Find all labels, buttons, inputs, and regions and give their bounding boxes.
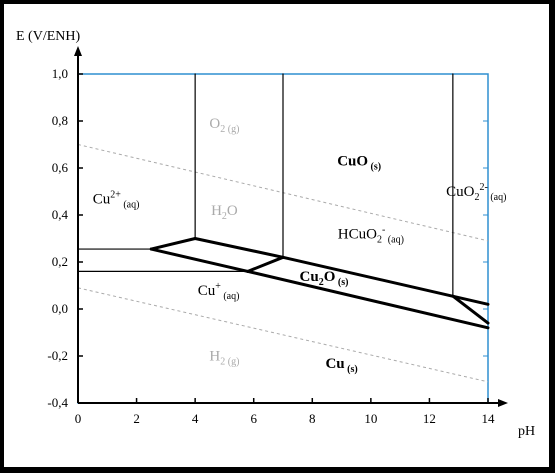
x-tick-label-4: 8 xyxy=(309,411,316,426)
boundary-line-8 xyxy=(246,255,285,273)
region-label-7: Cu2O (s) xyxy=(300,269,349,288)
water-line-1 xyxy=(77,287,489,383)
x-tick-label-0: 0 xyxy=(75,411,82,426)
region-label-0: O2 (g) xyxy=(209,116,239,135)
boundary-line-6 xyxy=(193,237,285,259)
y-tick-label-1: -0,2 xyxy=(47,348,68,363)
region-label-3: Cu2+ (aq) xyxy=(93,189,140,210)
y-tick-label-6: 0,8 xyxy=(52,113,68,128)
y-tick-label-7: 1,0 xyxy=(52,66,68,81)
x-axis-arrow xyxy=(498,399,508,407)
y-tick-label-5: 0,6 xyxy=(52,160,69,175)
x-tick-label-3: 6 xyxy=(250,411,257,426)
x-tick-label-2: 4 xyxy=(192,411,199,426)
y-tick-label-3: 0,2 xyxy=(52,254,68,269)
boundary-line-11 xyxy=(451,294,490,325)
y-axis-label: E (V/ENH) xyxy=(16,29,80,44)
x-tick-label-7: 14 xyxy=(482,411,496,426)
x-tick-label-5: 10 xyxy=(364,411,377,426)
chart-frame: 0 2 4 6 8 10 12 14 -0,4 -0,2 0,0 0,2 0,4 0,6 0,8 1,0 E (… xyxy=(4,4,549,467)
region-label-4: CuO (s) xyxy=(337,154,381,173)
region-label-8: Cu+ (aq) xyxy=(198,281,240,302)
region-label-6: HCuO2- (aq) xyxy=(338,225,404,246)
boundary-line-7 xyxy=(149,247,250,273)
region-label-5: CuO22- (aq) xyxy=(446,182,506,203)
boundary-line-9 xyxy=(246,269,490,330)
y-axis-arrow xyxy=(74,46,82,56)
y-tick-label-0: -0,4 xyxy=(47,395,68,410)
region-label-2: H2 (g) xyxy=(209,349,239,368)
pourbaix-chart: 0 2 4 6 8 10 12 14 -0,4 -0,2 0,0 0,2 0,4 0,6 0,8 1,0 E (… xyxy=(16,29,535,439)
region-label-1: H2O xyxy=(211,203,238,222)
y-tick-label-2: 0,0 xyxy=(52,301,68,316)
y-tick-label-4: 0,4 xyxy=(52,207,69,222)
region-label-9: Cu (s) xyxy=(325,356,357,375)
x-tick-label-1: 2 xyxy=(133,411,140,426)
x-tick-label-6: 12 xyxy=(423,411,436,426)
x-axis-label: pH xyxy=(518,424,535,439)
boundary-line-5 xyxy=(149,237,197,251)
